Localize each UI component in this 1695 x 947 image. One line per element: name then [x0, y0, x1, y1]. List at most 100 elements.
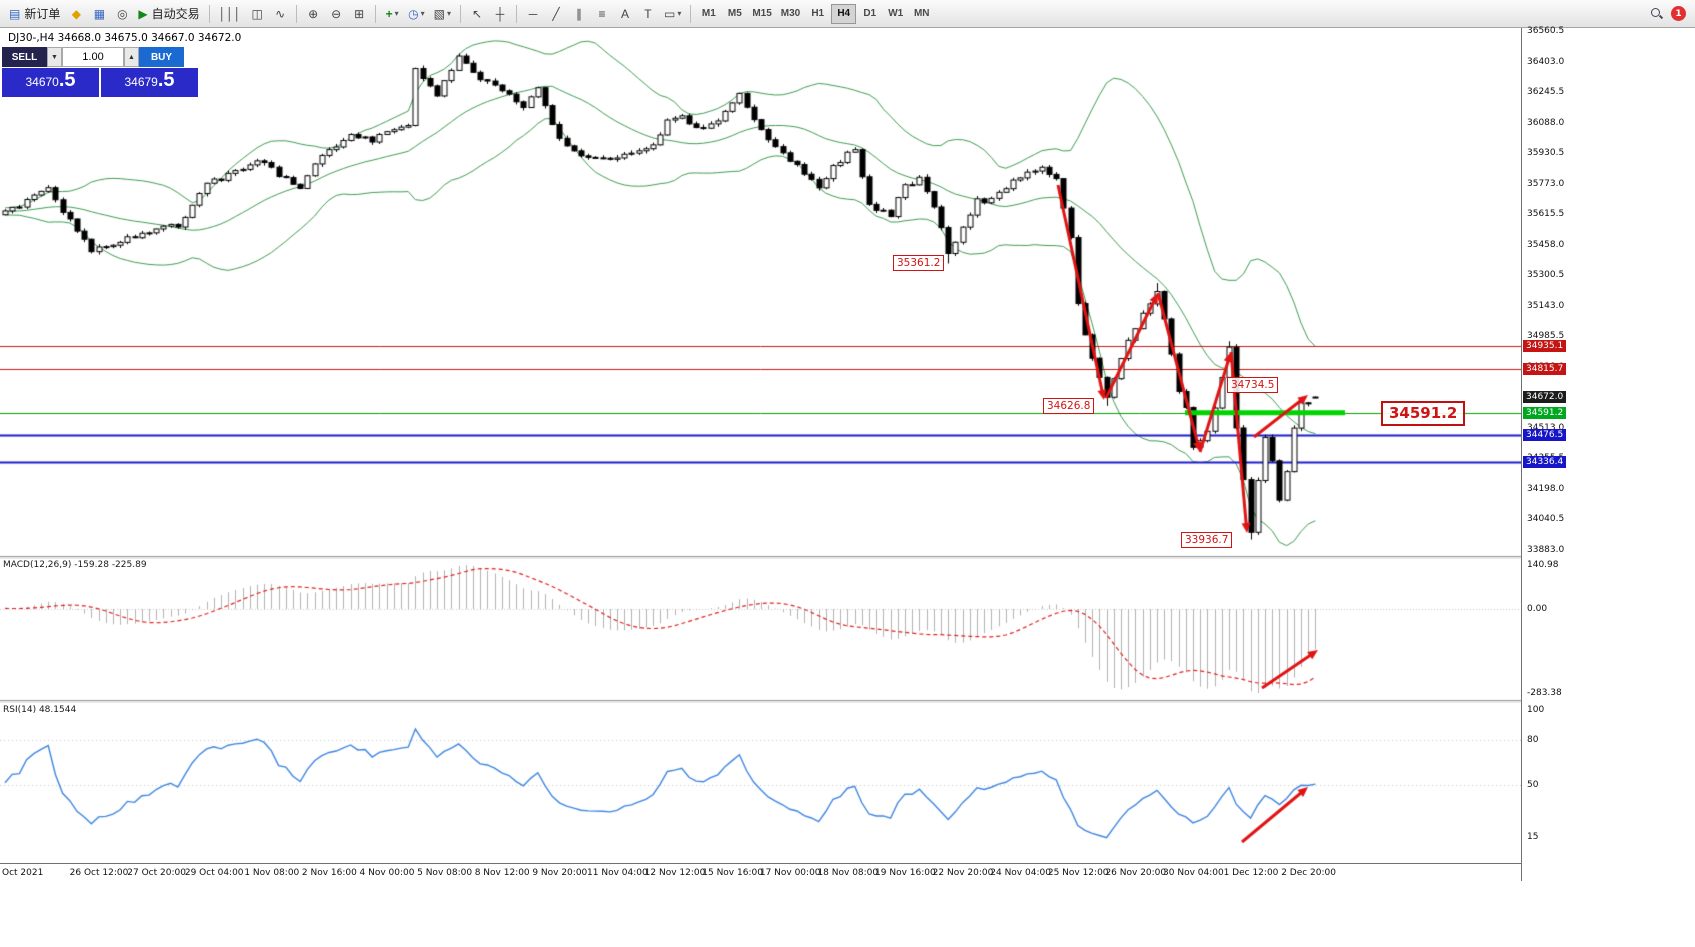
shapes-button[interactable]: ▭ ▾ — [660, 3, 685, 25]
tile-windows-button[interactable]: ⊞ — [348, 3, 370, 25]
price-chart-canvas[interactable] — [0, 28, 1521, 863]
macd-axis-label: 0.00 — [1527, 604, 1548, 614]
channel-button[interactable]: ∥ — [568, 3, 590, 25]
fibonacci-button[interactable]: ≡ — [591, 3, 613, 25]
time-axis-label: 8 Nov 12:00 — [474, 868, 530, 878]
time-axis-label: 26 Oct 12:00 — [69, 868, 129, 878]
search-icon[interactable] — [1650, 7, 1663, 20]
shapes-icon: ▭ — [663, 6, 676, 21]
time-axis-label: 26 Nov 20:00 — [1105, 868, 1167, 878]
rsi-axis-label: 15 — [1527, 832, 1539, 842]
price-axis-label: 35143.0 — [1527, 300, 1565, 311]
toolbar-separator — [459, 4, 461, 23]
price-level-badge: 34815.7 — [1523, 363, 1567, 376]
data-window-icon: ▦ — [93, 6, 106, 21]
data-window-button[interactable]: ▦ — [88, 3, 110, 25]
notification-badge[interactable]: 1 — [1671, 6, 1686, 21]
volume-input[interactable] — [62, 47, 124, 67]
zoom-in-icon: ⊕ — [308, 6, 319, 21]
navigator-icon: ◎ — [117, 6, 128, 21]
timeframe-m5-button[interactable]: M5 — [722, 4, 747, 24]
time-axis-label: 15 Nov 16:00 — [702, 868, 763, 878]
macd-axis-label: 140.98 — [1527, 560, 1559, 570]
channel-icon: ∥ — [575, 6, 582, 21]
price-level-badge: 34476.5 — [1523, 428, 1567, 441]
trendline-button[interactable]: ╱ — [545, 3, 567, 25]
price-axis-label: 34040.5 — [1527, 514, 1565, 525]
navigator-button[interactable]: ◎ — [111, 3, 133, 25]
add-indicator-button[interactable]: + ▾ — [381, 3, 403, 25]
add-indicator-icon: + — [385, 6, 393, 21]
timeframe-d1-button[interactable]: D1 — [857, 4, 882, 24]
zoom-in-button[interactable]: ⊕ — [302, 3, 324, 25]
buy-price-main: 34679 — [124, 75, 158, 89]
zoom-out-button[interactable]: ⊖ — [325, 3, 347, 25]
macd-axis-label: -283.38 — [1527, 688, 1562, 698]
time-axis-label: 11 Nov 04:00 — [587, 868, 648, 878]
price-axis-label: 36088.0 — [1527, 117, 1565, 128]
sell-price-button[interactable]: 34670.5 — [2, 68, 99, 97]
timeframe-mn-button[interactable]: MN — [909, 4, 934, 24]
time-axis-label: 5 Nov 08:00 — [417, 868, 473, 878]
timeframe-m15-button[interactable]: M15 — [748, 4, 775, 24]
auto-trading-icon: ▶ — [138, 6, 148, 21]
time-axis-label: 2 Dec 20:00 — [1281, 868, 1336, 878]
dropdown-caret-icon: ▾ — [677, 9, 682, 18]
text-button[interactable]: A — [614, 3, 636, 25]
time-axis-label: 1 Dec 12:00 — [1223, 868, 1279, 878]
buy-button[interactable]: BUY — [139, 47, 184, 67]
tile-windows-icon: ⊞ — [354, 6, 365, 21]
sell-button[interactable]: SELL — [2, 47, 47, 67]
time-axis-label: 25 Nov 12:00 — [1047, 868, 1109, 878]
time-axis-label: 12 Nov 12:00 — [644, 868, 706, 878]
horizontal-line-icon: ─ — [528, 6, 538, 21]
timeframe-h4-button[interactable]: H4 — [831, 3, 857, 24]
volume-decrease-button[interactable]: ▼ — [47, 47, 62, 67]
main-toolbar: ▤ 新订单 ◆ ▦ ◎ ▶ 自动交易 │││ ◫ ∿ ⊕ ⊖ ⊞ + ▾ ◷ ▾… — [0, 0, 1695, 28]
line-chart-button[interactable]: ∿ — [269, 3, 291, 25]
time-axis-label: 2 Nov 16:00 — [301, 868, 357, 878]
price-level-badge: 34336.4 — [1523, 456, 1567, 469]
time-axis-label: 22 Nov 20:00 — [932, 868, 994, 878]
price-axis-label: 35458.0 — [1527, 239, 1565, 250]
bar-chart-button[interactable]: │││ — [215, 3, 246, 25]
price-axis-label: 36560.5 — [1527, 26, 1565, 36]
price-axis-label: 35300.5 — [1527, 270, 1565, 281]
time-axis-label: 17 Nov 00:00 — [759, 868, 821, 878]
toolbar-separator — [515, 4, 517, 23]
time-axis[interactable]: Oct 2021 26 Oct 12:00 27 Oct 20:00 29 Oct 0… — [0, 863, 1521, 882]
timeframe-w1-button[interactable]: W1 — [883, 4, 908, 24]
zoom-out-icon: ⊖ — [331, 6, 342, 21]
crosshair-button[interactable]: ┼ — [489, 3, 511, 25]
timeframe-h1-button[interactable]: H1 — [805, 4, 830, 24]
auto-trading-label: 自动交易 — [151, 7, 200, 21]
price-axis[interactable]: 36560.5 36403.0 36245.5 36088.0 35930.5 35773… — [1521, 26, 1695, 881]
candlestick-chart-button[interactable]: ◫ — [246, 3, 268, 25]
volume-increase-button[interactable]: ▲ — [124, 47, 139, 67]
period-button[interactable]: ◷ ▾ — [404, 3, 429, 25]
trendline-icon: ╱ — [552, 6, 560, 21]
price-axis-label: 35773.0 — [1527, 178, 1565, 189]
text-icon: A — [620, 6, 629, 21]
time-axis-label: 27 Oct 20:00 — [127, 868, 186, 878]
time-axis-label: 24 Nov 04:00 — [990, 868, 1051, 878]
price-level-badge: 34672.0 — [1523, 391, 1567, 404]
cursor-button[interactable]: ↖ — [466, 3, 488, 25]
timeframe-m1-button[interactable]: M1 — [696, 4, 721, 24]
buy-price-button[interactable]: 34679.5 — [101, 68, 198, 97]
auto-trading-button[interactable]: ▶ 自动交易 — [134, 3, 203, 25]
new-order-button[interactable]: ▤ 新订单 — [5, 3, 64, 25]
price-level-badge: 34935.1 — [1523, 340, 1567, 353]
rsi-indicator-label: RSI(14) 48.1544 — [3, 705, 77, 715]
timeframe-m30-button[interactable]: M30 — [777, 4, 804, 24]
price-level-badge: 34591.2 — [1523, 406, 1567, 419]
toolbar-separator — [375, 4, 377, 23]
sell-price-main: 34670 — [25, 75, 59, 89]
template-button[interactable]: ▧ ▾ — [430, 3, 455, 25]
dropdown-caret-icon: ▾ — [420, 9, 425, 18]
label-button[interactable]: T — [637, 3, 659, 25]
time-axis-label: 29 Oct 04:00 — [184, 868, 244, 878]
rsi-axis-label: 50 — [1527, 780, 1539, 790]
market-watch-button[interactable]: ◆ — [65, 3, 87, 25]
horizontal-line-button[interactable]: ─ — [522, 3, 544, 25]
